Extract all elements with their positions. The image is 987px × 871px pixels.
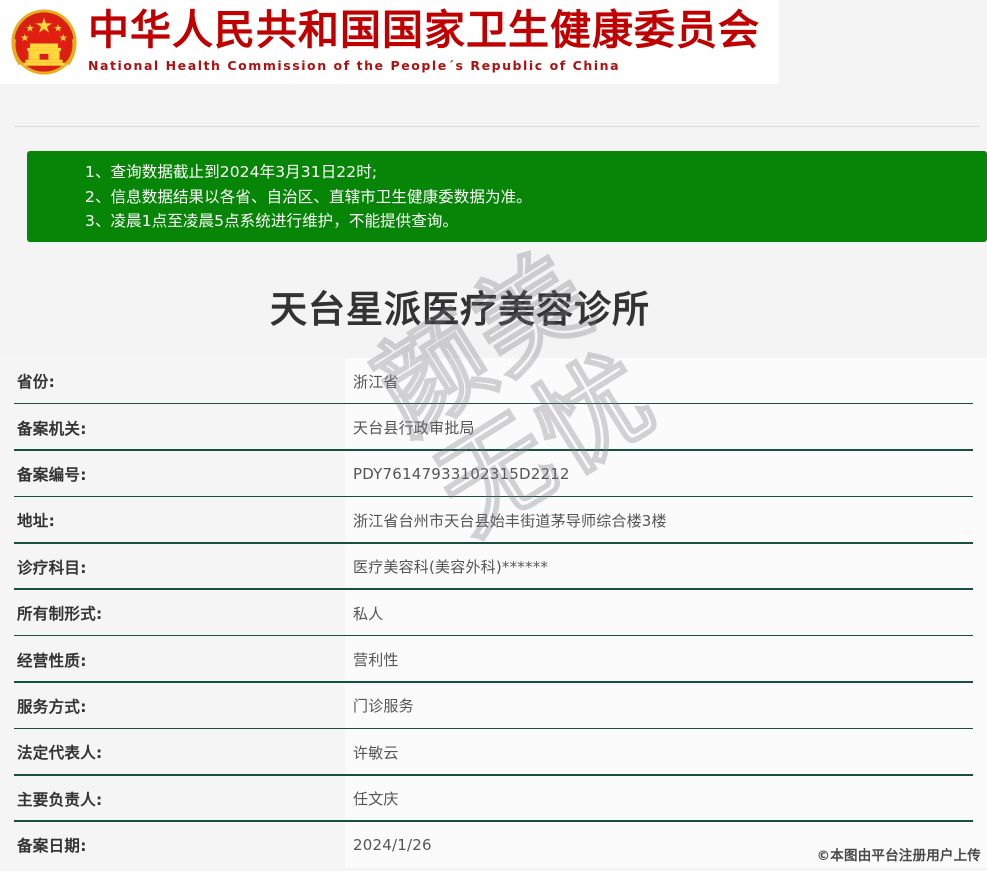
row-separator <box>14 727 973 730</box>
table-row: 备案编号: PDY76147933102315D2212 <box>0 450 987 498</box>
row-label: 诊疗科目: <box>0 543 345 590</box>
china-national-emblem-icon <box>7 5 81 79</box>
row-label: 备案编号: <box>0 450 345 498</box>
row-label: 服务方式: <box>0 682 345 730</box>
header-title-en: National Health Commission of the People… <box>88 58 621 73</box>
row-value: 天台县行政审批局 <box>345 404 987 451</box>
table-row: 备案日期: 2024/1/26 <box>0 821 987 869</box>
row-label: 地址: <box>0 497 345 544</box>
row-separator <box>14 681 973 683</box>
row-label: 所有制形式: <box>0 589 345 637</box>
row-value: 门诊服务 <box>345 682 987 730</box>
table-row: 服务方式: 门诊服务 <box>0 682 987 730</box>
row-value: 医疗美容科(美容外科)****** <box>345 543 987 590</box>
notice-line-1: 1、查询数据截止到2024年3月31日22时; <box>85 163 378 181</box>
table-row: 主要负责人: 任文庆 <box>0 775 987 822</box>
row-value: 任文庆 <box>345 775 987 822</box>
table-row: 所有制形式: 私人 <box>0 589 987 637</box>
row-label: 备案日期: <box>0 821 345 869</box>
table-row: 备案机关: 天台县行政审批局 <box>0 404 987 451</box>
site-header-banner: 中华人民共和国国家卫生健康委员会 National Health Commiss… <box>0 0 779 84</box>
row-separator <box>14 773 973 776</box>
row-label: 省份: <box>0 358 345 405</box>
row-separator <box>14 588 973 590</box>
row-label: 法定代表人: <box>0 729 345 776</box>
row-value: 许敏云 <box>345 729 987 776</box>
table-row: 省份: 浙江省 <box>0 358 987 405</box>
header-divider <box>14 126 980 127</box>
notice-banner: 1、查询数据截止到2024年3月31日22时; 2、信息数据结果以各省、自治区、… <box>27 151 987 242</box>
notice-line-3: 3、凌晨1点至凌晨5点系统进行维护，不能提供查询。 <box>85 212 459 230</box>
row-value: PDY76147933102315D2212 <box>345 450 987 498</box>
row-value: 营利性 <box>345 636 987 683</box>
page-title: 天台星派医疗美容诊所 <box>270 288 650 331</box>
table-row: 诊疗科目: 医疗美容科(美容外科)****** <box>0 543 987 590</box>
header-text-block: 中华人民共和国国家卫生健康委员会 National Health Commiss… <box>88 4 760 74</box>
row-separator <box>14 449 973 451</box>
clinic-info-table: 省份: 浙江省 备案机关: 天台县行政审批局 备案编号: PDY76147933… <box>0 358 987 869</box>
row-label: 经营性质: <box>0 636 345 683</box>
table-row: 地址: 浙江省台州市天台县始丰街道茅导师综合楼3楼 <box>0 497 987 544</box>
table-row: 经营性质: 营利性 <box>0 636 987 683</box>
row-separator <box>14 402 973 405</box>
header-title-cn: 中华人民共和国国家卫生健康委员会 <box>88 6 760 54</box>
row-value: 浙江省台州市天台县始丰街道茅导师综合楼3楼 <box>345 497 987 544</box>
row-value: 2024/1/26 <box>345 821 987 869</box>
row-label: 主要负责人: <box>0 775 345 822</box>
row-separator <box>14 495 973 498</box>
row-label: 备案机关: <box>0 404 345 451</box>
watermark-corner-credit: ©本图由平台注册用户上传 <box>816 848 981 864</box>
row-separator <box>14 820 973 822</box>
row-separator <box>14 634 973 637</box>
notice-line-2: 2、信息数据结果以各省、自治区、直辖市卫生健康委数据为准。 <box>85 187 532 206</box>
table-row: 法定代表人: 许敏云 <box>0 729 987 776</box>
row-separator <box>14 541 973 544</box>
row-value: 浙江省 <box>345 358 987 405</box>
row-value: 私人 <box>345 589 987 637</box>
